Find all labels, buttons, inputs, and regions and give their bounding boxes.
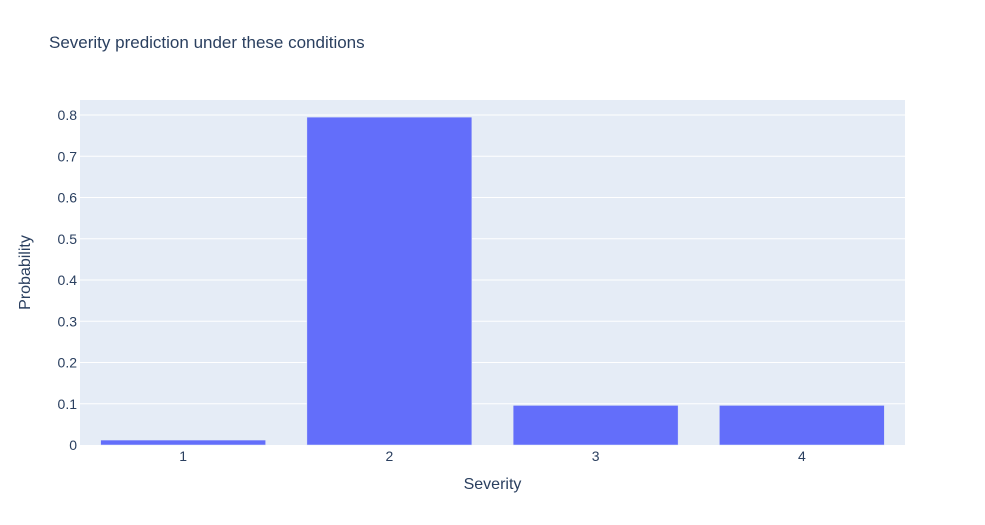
y-axis-title: Probability <box>17 235 34 310</box>
x-tick-label: 1 <box>179 448 187 464</box>
bar-4[interactable] <box>719 405 885 446</box>
y-tick-label: 0.2 <box>58 355 78 371</box>
chart-title: Severity prediction under these conditio… <box>49 33 365 52</box>
y-tick-label: 0.6 <box>58 190 78 206</box>
bar-1[interactable] <box>100 439 266 446</box>
x-tick-label: 4 <box>798 448 806 464</box>
y-tick-label: 0.1 <box>58 396 78 412</box>
y-tick-label: 0 <box>69 437 77 453</box>
bar-2[interactable] <box>306 116 473 446</box>
bars <box>100 116 885 446</box>
y-tick-label: 0.4 <box>58 272 78 288</box>
plot-area <box>80 100 905 445</box>
gridlines <box>80 114 905 405</box>
x-tick-label: 3 <box>592 448 600 464</box>
x-axis-title: Severity <box>464 476 522 493</box>
y-tick-label: 0.5 <box>58 231 78 247</box>
bar-3[interactable] <box>512 405 679 446</box>
y-tick-label: 0.8 <box>58 107 78 123</box>
y-tick-label: 0.3 <box>58 313 78 329</box>
x-tick-label: 2 <box>385 448 393 464</box>
x-axis-ticks: 1 2 3 4 <box>179 448 806 464</box>
y-tick-label: 0.7 <box>58 148 78 164</box>
y-axis-ticks: 0 0.1 0.2 0.3 0.4 0.5 0.6 0.7 0.8 <box>58 107 78 453</box>
